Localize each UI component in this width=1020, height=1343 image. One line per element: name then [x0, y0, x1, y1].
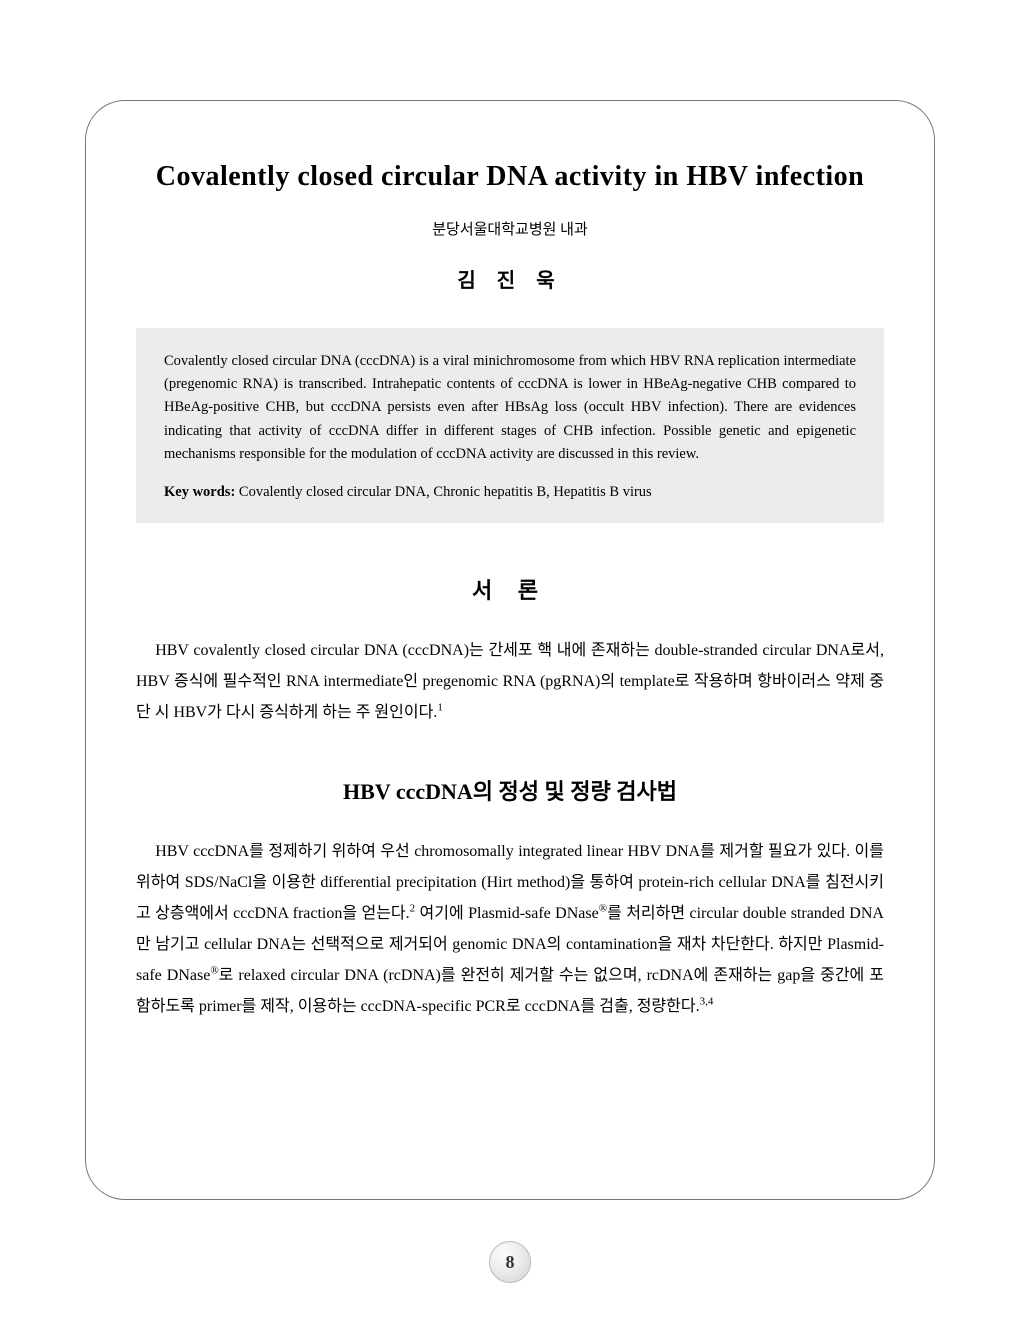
methods-text-2: 여기에 Plasmid-safe DNase	[415, 905, 599, 922]
affiliation: 분당서울대학교병원 내과	[136, 218, 884, 239]
section-heading-intro: 서 론	[136, 573, 884, 605]
section-heading-methods: HBV cccDNA의 정성 및 정량 검사법	[136, 774, 884, 806]
rounded-frame: Covalently closed circular DNA activity …	[85, 100, 935, 1200]
keywords-label: Key words:	[164, 484, 235, 500]
intro-body-text: HBV covalently closed circular DNA (cccD…	[136, 642, 884, 721]
citation-1: 1	[437, 702, 443, 714]
keywords-line: Key words: Covalently closed circular DN…	[164, 484, 856, 501]
abstract-text: Covalently closed circular DNA (cccDNA) …	[164, 350, 856, 466]
intro-paragraph: HBV covalently closed circular DNA (cccD…	[136, 635, 884, 729]
author-name: 김 진 욱	[136, 264, 884, 293]
page-number-container: 8	[489, 1241, 531, 1283]
methods-text-4: 로 relaxed circular DNA (rcDNA)를 완전히 제거할 …	[136, 967, 884, 1015]
reg-mark-2: ®	[210, 965, 218, 977]
keywords-value: Covalently closed circular DNA, Chronic …	[235, 484, 651, 500]
page-number-badge: 8	[489, 1241, 531, 1283]
methods-paragraph: HBV cccDNA를 정제하기 위하여 우선 chromosomally in…	[136, 836, 884, 1023]
reg-mark-1: ®	[599, 903, 607, 915]
citation-3: 3,4	[700, 996, 714, 1008]
page-container: Covalently closed circular DNA activity …	[0, 0, 1020, 1343]
article-title: Covalently closed circular DNA activity …	[136, 161, 884, 193]
abstract-box: Covalently closed circular DNA (cccDNA) …	[136, 328, 884, 523]
